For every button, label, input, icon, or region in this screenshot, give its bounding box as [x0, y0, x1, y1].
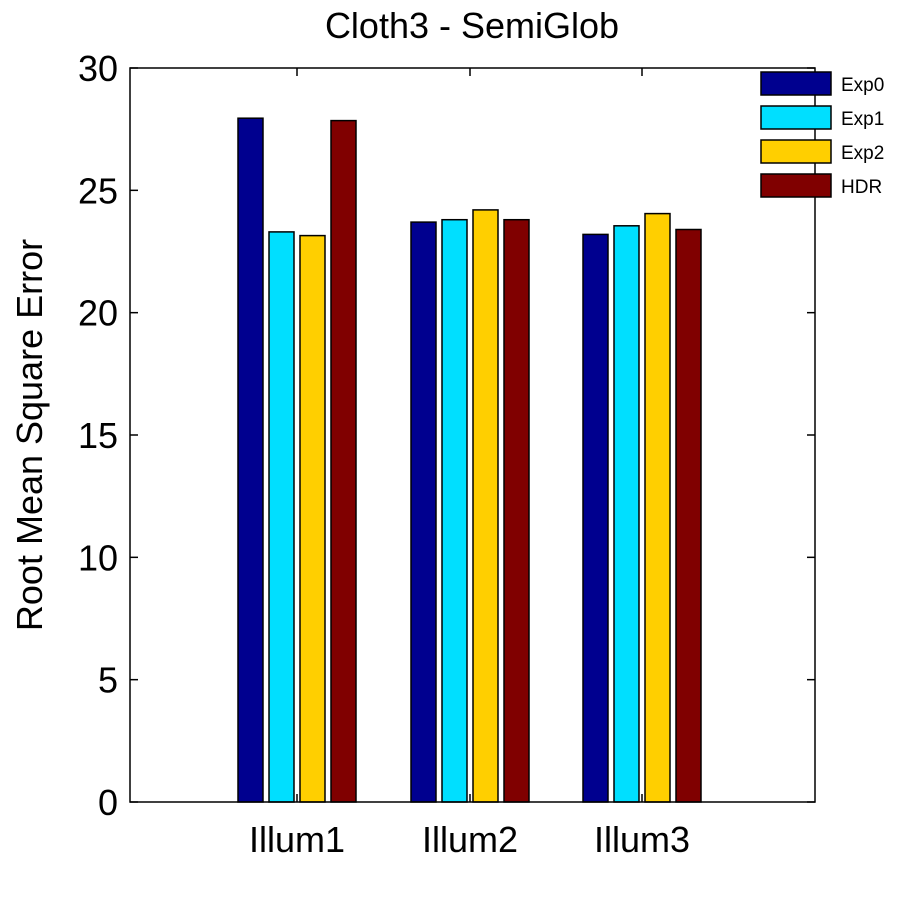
legend: Exp0 Exp1 Exp2 HDR: [760, 71, 884, 198]
bar-exp2-illum1: [299, 234, 326, 803]
bar-exp0-illum3: [582, 233, 609, 803]
x-tick-label: Illum3: [594, 819, 690, 860]
y-tick-label: 0: [98, 782, 118, 823]
y-tick-label: 25: [78, 170, 118, 211]
bar-exp1-illum3: [613, 225, 640, 803]
bar-exp1-illum2: [441, 218, 468, 803]
legend-label: Exp1: [841, 109, 884, 130]
bar-hdr-illum2: [503, 218, 530, 803]
y-tick-label: 20: [78, 293, 118, 334]
plot-area: 0 5 10 15 20 25 30 Illum1 Illum2 Illum3: [78, 48, 816, 860]
legend-swatch: [760, 173, 832, 198]
y-tick-label: 5: [98, 660, 118, 701]
x-tick-label: Illum1: [249, 819, 345, 860]
x-tick-label: Illum2: [422, 819, 518, 860]
legend-swatch: [760, 139, 832, 164]
bar-exp2-illum3: [644, 212, 671, 803]
legend-label: HDR: [841, 177, 882, 198]
y-tick-label: 10: [78, 537, 118, 578]
bar-exp2-illum2: [472, 209, 499, 803]
y-axis-title: Root Mean Square Error: [9, 239, 50, 631]
legend-label: Exp0: [841, 75, 884, 96]
y-tick-label: 30: [78, 48, 118, 89]
bar-hdr-illum1: [330, 119, 357, 803]
chart-title: Cloth3 - SemiGlob: [325, 5, 619, 46]
legend-swatch: [760, 71, 832, 96]
bar-exp1-illum1: [268, 231, 295, 803]
bar-exp0-illum2: [410, 221, 437, 803]
bar-hdr-illum3: [675, 228, 702, 803]
y-tick-label: 15: [78, 415, 118, 456]
bar-exp0-illum1: [237, 117, 264, 803]
legend-swatch: [760, 105, 832, 130]
legend-label: Exp2: [841, 143, 884, 164]
